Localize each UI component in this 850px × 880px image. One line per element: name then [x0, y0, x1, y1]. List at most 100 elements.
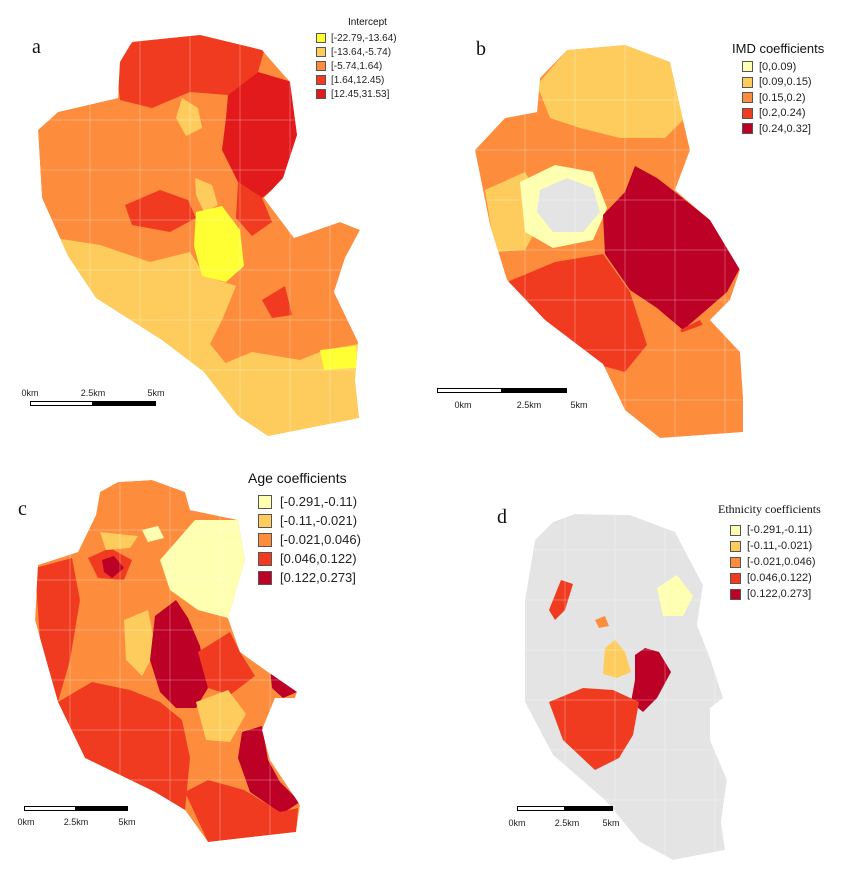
panel-a-intercept: a Intercept [-22.79,-13.64) [-13.64,-5.74…	[0, 0, 425, 440]
scale-segment-white	[30, 401, 93, 406]
scale-label-max: 5km	[602, 818, 620, 828]
ethnicity-map	[525, 514, 727, 860]
region-north-gold	[100, 532, 138, 550]
legend-label: [-0.11,-0.021)	[280, 513, 358, 528]
legend-swatch	[316, 75, 326, 85]
region-deprived-core	[603, 166, 740, 330]
ward-boundaries	[475, 45, 743, 438]
legend-swatch	[316, 33, 326, 43]
region-central-dark	[150, 600, 208, 708]
legend-swatch	[258, 513, 272, 528]
legend-label: [0.2,0.24)	[759, 107, 806, 120]
legend-swatch	[742, 107, 753, 119]
scale-label-max: 5km	[118, 817, 136, 827]
scale-label-0: 0km	[454, 400, 472, 410]
legend-label: [-22.79,-13.64)	[331, 32, 397, 44]
region-southwest	[58, 682, 190, 810]
panel-letter: a	[32, 36, 41, 58]
legend-label: [-0.021,0.046)	[747, 556, 816, 568]
legend-label: [0.046,0.122)	[747, 572, 812, 584]
legend-label: [0,0.09)	[759, 60, 797, 73]
legend-item: [-0.021,0.046)	[258, 530, 361, 549]
legend-items: [-22.79,-13.64) [-13.64,-5.74) [-5.74,1.64…	[316, 31, 397, 101]
legend-item: [-22.79,-13.64)	[316, 31, 397, 45]
legend-swatch	[258, 551, 272, 566]
legend-item: [0.046,0.122)	[258, 549, 361, 568]
scale-bar: 0km 2.5km 5km	[505, 806, 625, 836]
legend: Ethnicity coefficients [-0.291,-0.11) [-0…	[718, 502, 821, 602]
scale-label-mid: 2.5km	[80, 388, 106, 398]
region-central-dark	[631, 648, 671, 712]
ward-boundaries	[35, 480, 300, 842]
region-southwest-red	[549, 688, 639, 770]
region-upper-gold	[176, 98, 202, 136]
legend-item: [0.122,0.273]	[730, 586, 821, 602]
region-mid-gold	[195, 178, 218, 212]
panel-b-imd: b IMD coefficients [0,0.09) [0.09,0.15) [0…	[425, 0, 850, 440]
legend-label: [1.64,12.45)	[331, 74, 385, 86]
legend-title: Intercept	[348, 17, 387, 28]
legend-item: [0.09,0.15)	[742, 75, 824, 91]
legend-item: [0.122,0.273]	[258, 568, 361, 587]
legend-items: [-0.291,-0.11) [-0.11,-0.021) [-0.021,0.04…	[718, 520, 821, 602]
scale-segment-white	[517, 806, 565, 811]
legend-swatch	[730, 588, 741, 600]
region-south	[204, 344, 359, 436]
legend-item: [0.2,0.24)	[742, 106, 824, 122]
legend-swatch	[316, 61, 326, 71]
scale-label-max: 5km	[147, 388, 165, 398]
legend-label: [0.09,0.15)	[759, 76, 812, 89]
legend-title: Age coefficients	[248, 470, 347, 486]
legend-item: [-13.64,-5.74)	[316, 45, 397, 59]
scale-bar: 0km 2.5km 5km	[12, 800, 142, 830]
legend-item: [0,0.09)	[742, 59, 824, 75]
region-center-east	[236, 182, 272, 236]
region-small-orange	[595, 616, 609, 628]
legend-swatch	[730, 572, 741, 584]
region-southeast-dark	[238, 726, 300, 814]
legend-label: [-0.11,-0.021)	[747, 540, 813, 552]
scale-label-0: 0km	[21, 388, 39, 398]
region-northeast-pale	[160, 520, 245, 618]
legend-swatch	[258, 532, 272, 547]
legend-label: [-0.021,0.046)	[280, 532, 361, 547]
legend-swatch	[316, 47, 326, 57]
legend-label: [0.122,0.273]	[747, 588, 812, 600]
legend-item: [-0.291,-0.11)	[258, 492, 361, 511]
legend-label: [0.15,0.2)	[759, 91, 806, 104]
scale-segment-white	[437, 388, 502, 393]
legend-swatch	[730, 540, 741, 552]
ward-boundaries	[525, 514, 727, 860]
legend-label: [0.046,0.122)	[280, 551, 357, 566]
region-no-data	[537, 178, 600, 232]
scale-label-mid: 2.5km	[554, 818, 580, 828]
region-northeast	[222, 72, 298, 198]
panel-letter: d	[497, 506, 507, 528]
legend-swatch	[258, 494, 272, 509]
legend-title: IMD coefficients	[732, 41, 825, 56]
scale-segment-black	[76, 806, 128, 811]
legend-items: [-0.291,-0.11) [-0.11,-0.021) [-0.021,0.04…	[248, 489, 361, 587]
age-map	[35, 480, 300, 842]
panel-letter: c	[18, 498, 27, 520]
legend-swatch	[742, 76, 753, 88]
legend-item: [-0.11,-0.021)	[730, 538, 821, 554]
legend-label: [0.122,0.273]	[280, 570, 356, 585]
scale-label-mid: 2.5km	[516, 400, 542, 410]
legend-item: [1.64,12.45)	[316, 73, 397, 87]
legend-item: [-0.021,0.046)	[730, 554, 821, 570]
scale-label-max: 5km	[570, 400, 588, 410]
legend-label: [-5.74,1.64)	[331, 60, 383, 72]
legend-label: [-0.291,-0.11)	[280, 494, 358, 509]
legend-label: [0.24,0.32]	[759, 122, 811, 135]
legend-swatch	[742, 92, 753, 104]
legend-item: [-5.74,1.64)	[316, 59, 397, 73]
legend-item: [-0.291,-0.11)	[730, 522, 821, 538]
legend-item: [-0.11,-0.021)	[258, 511, 361, 530]
ward-boundaries	[40, 35, 360, 436]
legend-swatch	[258, 570, 272, 585]
region-west-gold	[124, 610, 156, 676]
region-west-patch	[125, 190, 196, 232]
scale-segment-black	[93, 401, 156, 406]
